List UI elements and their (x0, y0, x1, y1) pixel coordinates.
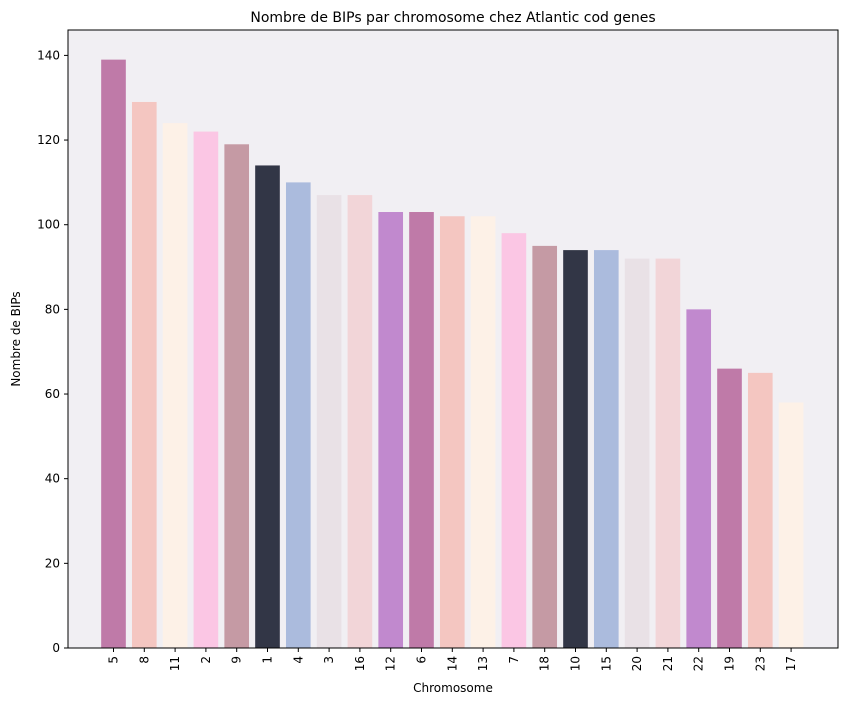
bar-chromosome-21 (655, 258, 681, 648)
bar-chromosome-1 (255, 165, 280, 648)
y-tick-label: 20 (45, 556, 60, 570)
bar-chromosome-9 (224, 144, 250, 649)
y-tick-label: 120 (37, 133, 60, 147)
y-tick-label: 0 (52, 641, 60, 655)
x-tick-label: 22 (692, 656, 706, 671)
bar-chromosome-15 (593, 250, 619, 649)
bar-chromosome-8 (131, 101, 157, 648)
x-tick-label: 11 (168, 656, 182, 671)
x-tick-label: 7 (507, 656, 521, 664)
bar-chromosome-11 (162, 123, 188, 649)
x-tick-label: 21 (661, 656, 675, 671)
y-tick-label: 40 (45, 472, 60, 486)
x-tick-label: 10 (569, 656, 583, 671)
bar-chromosome-12 (378, 212, 404, 648)
plot-frame (67, 29, 839, 649)
x-tick-label: 14 (445, 656, 459, 671)
bar-chromosome-10 (563, 250, 588, 649)
x-axis: 5 8 11 2 9 1 4 3 16 12 6 14 13 7 18 10 15 20 21 22 19 23 17 (107, 648, 798, 671)
x-tick-label: 16 (353, 656, 367, 671)
y-tick-label: 100 (37, 218, 60, 232)
bar-chromosome-3 (316, 195, 342, 648)
x-tick-label: 2 (199, 656, 213, 664)
x-tick-label: 5 (107, 656, 121, 664)
y-tick-label: 80 (45, 302, 60, 316)
x-tick-label: 8 (137, 656, 151, 664)
x-tick-label: 3 (322, 656, 336, 664)
chart-title: Nombre de BIPs par chromosome chez Atlan… (250, 10, 655, 26)
x-tick-label: 18 (538, 656, 552, 671)
y-axis-label: Nombre de BIPs (9, 291, 23, 386)
x-tick-label: 15 (599, 656, 613, 671)
x-tick-label: 12 (384, 656, 398, 671)
x-tick-label: 20 (630, 656, 644, 671)
bar-chromosome-19 (717, 368, 742, 648)
bar-chromosome-20 (624, 258, 650, 648)
bar-chromosome-2 (193, 131, 219, 649)
x-tick-label: 23 (753, 656, 767, 671)
x-tick-label: 4 (291, 656, 305, 664)
y-tick-label: 60 (45, 387, 60, 401)
bar-chromosome-22 (686, 309, 712, 648)
bar-chromosome-18 (532, 245, 558, 648)
bar-chromosome-5 (101, 59, 126, 648)
bars (101, 59, 804, 649)
bar-chromosome-6 (409, 212, 434, 648)
x-tick-label: 13 (476, 656, 490, 671)
x-tick-label: 19 (723, 656, 737, 671)
bar-chromosome-13 (470, 216, 496, 648)
x-tick-label: 6 (415, 656, 429, 664)
bar-chromosome-14 (439, 216, 465, 648)
bar-chromosome-17 (778, 402, 804, 648)
x-tick-label: 9 (230, 656, 244, 664)
bar-chromosome-7 (501, 233, 527, 648)
x-tick-label: 1 (261, 656, 275, 664)
x-axis-label: Chromosome (413, 681, 493, 695)
y-tick-label: 140 (37, 48, 60, 62)
y-axis: 0 20 40 60 80 100 120 140 (37, 48, 68, 655)
bar-chromosome-23 (747, 372, 773, 648)
bar-chromosome-16 (347, 195, 373, 648)
x-tick-label: 17 (784, 656, 798, 671)
bar-chromosome-4 (285, 182, 311, 648)
